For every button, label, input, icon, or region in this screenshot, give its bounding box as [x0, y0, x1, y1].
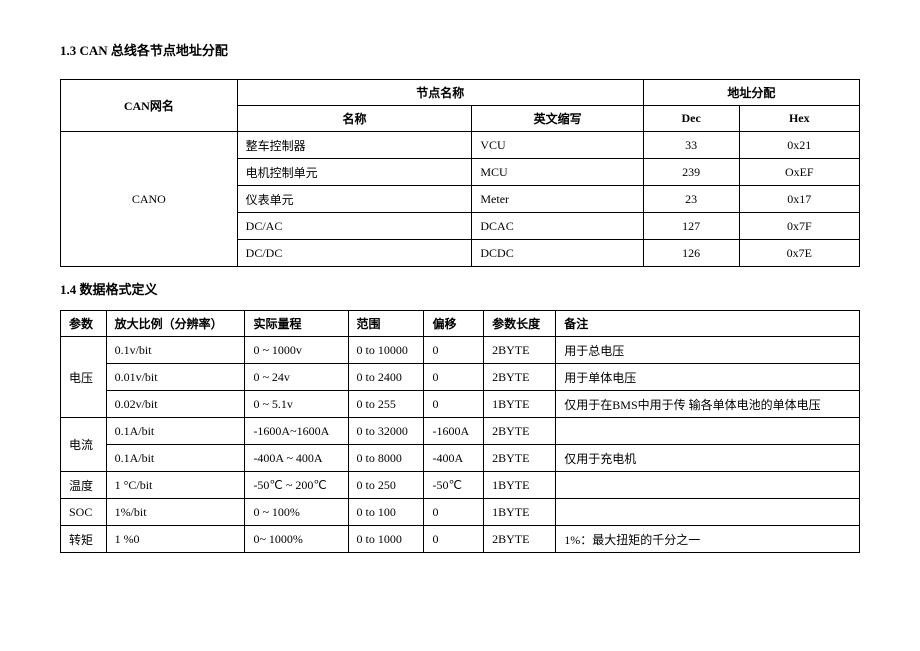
- section-heading-1: 1.3 CAN 总线各节点地址分配: [60, 40, 860, 59]
- table-cell: 1 °C/bit: [106, 472, 245, 499]
- table-cell: 1BYTE: [484, 499, 556, 526]
- table-cell: 1%/bit: [106, 499, 245, 526]
- table-cell: 用于单体电压: [556, 364, 860, 391]
- table-cell: 0: [424, 526, 484, 553]
- header-span: 范围: [348, 311, 424, 337]
- table-cell: 0x7E: [739, 240, 859, 267]
- table-cell: 0 to 32000: [348, 418, 424, 445]
- header-can-net: CAN网名: [61, 80, 238, 132]
- header-hex: Hex: [739, 106, 859, 132]
- table-cell: 127: [643, 213, 739, 240]
- table-cell: 0x7F: [739, 213, 859, 240]
- table-cell: 0 to 10000: [348, 337, 424, 364]
- table-cell: 2BYTE: [484, 337, 556, 364]
- param-soc: SOC: [61, 499, 107, 526]
- table-cell: -1600A: [424, 418, 484, 445]
- table-cell: DCAC: [472, 213, 643, 240]
- table-cell: 0 to 8000: [348, 445, 424, 472]
- table-cell: 1 %0: [106, 526, 245, 553]
- table-cell: -1600A~1600A: [245, 418, 348, 445]
- header-len: 参数长度: [484, 311, 556, 337]
- table-cell: 0.1A/bit: [106, 418, 245, 445]
- table-cell: 0 to 250: [348, 472, 424, 499]
- param-torque: 转矩: [61, 526, 107, 553]
- table-cell: OxEF: [739, 159, 859, 186]
- table-cell: 23: [643, 186, 739, 213]
- table-cell: 1BYTE: [484, 391, 556, 418]
- table-cell: 0.1A/bit: [106, 445, 245, 472]
- table-cell: 0 ~ 1000v: [245, 337, 348, 364]
- header-scale: 放大比例（分辨率）: [106, 311, 245, 337]
- table-cell: 0 to 2400: [348, 364, 424, 391]
- table-cell: 1%：最大扭矩的千分之一: [556, 526, 860, 553]
- table-cell: [556, 418, 860, 445]
- table-cell: 0 ~ 24v: [245, 364, 348, 391]
- table-cell: -50℃: [424, 472, 484, 499]
- table-cell: VCU: [472, 132, 643, 159]
- section-heading-2: 1.4 数据格式定义: [60, 279, 860, 298]
- table-cell: 2BYTE: [484, 364, 556, 391]
- table-cell: [556, 499, 860, 526]
- table-cell: 用于总电压: [556, 337, 860, 364]
- table-cell: 2BYTE: [484, 526, 556, 553]
- table-cell: 0.02v/bit: [106, 391, 245, 418]
- header-addr-alloc: 地址分配: [643, 80, 859, 106]
- table-cell: MCU: [472, 159, 643, 186]
- table-cell: 0 to 1000: [348, 526, 424, 553]
- header-note: 备注: [556, 311, 860, 337]
- header-param: 参数: [61, 311, 107, 337]
- table-cell: 1BYTE: [484, 472, 556, 499]
- table-cell: -400A: [424, 445, 484, 472]
- param-voltage: 电压: [61, 337, 107, 418]
- table-cell: DCDC: [472, 240, 643, 267]
- table-cell: 0: [424, 337, 484, 364]
- header-range: 实际量程: [245, 311, 348, 337]
- table-cell: 33: [643, 132, 739, 159]
- can-address-table: CAN网名 节点名称 地址分配 名称 英文缩写 Dec Hex CANO 整车控…: [60, 79, 860, 267]
- table-cell: -50℃ ~ 200℃: [245, 472, 348, 499]
- table-cell: 0x21: [739, 132, 859, 159]
- header-name: 名称: [237, 106, 472, 132]
- header-offset: 偏移: [424, 311, 484, 337]
- table-cell: 0.1v/bit: [106, 337, 245, 364]
- table-cell: 仅用于充电机: [556, 445, 860, 472]
- table-cell: -400A ~ 400A: [245, 445, 348, 472]
- table-cell: 2BYTE: [484, 418, 556, 445]
- table-cell: Meter: [472, 186, 643, 213]
- table-cell: [556, 472, 860, 499]
- table-cell: DC/AC: [237, 213, 472, 240]
- table-cell: 整车控制器: [237, 132, 472, 159]
- header-dec: Dec: [643, 106, 739, 132]
- table-cell: 126: [643, 240, 739, 267]
- param-current: 电流: [61, 418, 107, 472]
- header-en-abbr: 英文缩写: [472, 106, 643, 132]
- header-node-name: 节点名称: [237, 80, 643, 106]
- param-temp: 温度: [61, 472, 107, 499]
- table-cell: 仅用于在BMS中用于传 输各单体电池的单体电压: [556, 391, 860, 418]
- table-cell: 0x17: [739, 186, 859, 213]
- table-cell: 0 to 255: [348, 391, 424, 418]
- table-cell: 0~ 1000%: [245, 526, 348, 553]
- table-cell: 0 to 100: [348, 499, 424, 526]
- table-cell: 239: [643, 159, 739, 186]
- table-cell: 2BYTE: [484, 445, 556, 472]
- table-cell: 0: [424, 391, 484, 418]
- data-format-table: 参数 放大比例（分辨率） 实际量程 范围 偏移 参数长度 备注 电压 0.1v/…: [60, 310, 860, 553]
- can-net-name: CANO: [61, 132, 238, 267]
- table-cell: 0 ~ 100%: [245, 499, 348, 526]
- table-cell: 0.01v/bit: [106, 364, 245, 391]
- table-cell: DC/DC: [237, 240, 472, 267]
- table-cell: 0: [424, 364, 484, 391]
- table-cell: 0 ~ 5.1v: [245, 391, 348, 418]
- table-cell: 0: [424, 499, 484, 526]
- table-cell: 仪表单元: [237, 186, 472, 213]
- table-cell: 电机控制单元: [237, 159, 472, 186]
